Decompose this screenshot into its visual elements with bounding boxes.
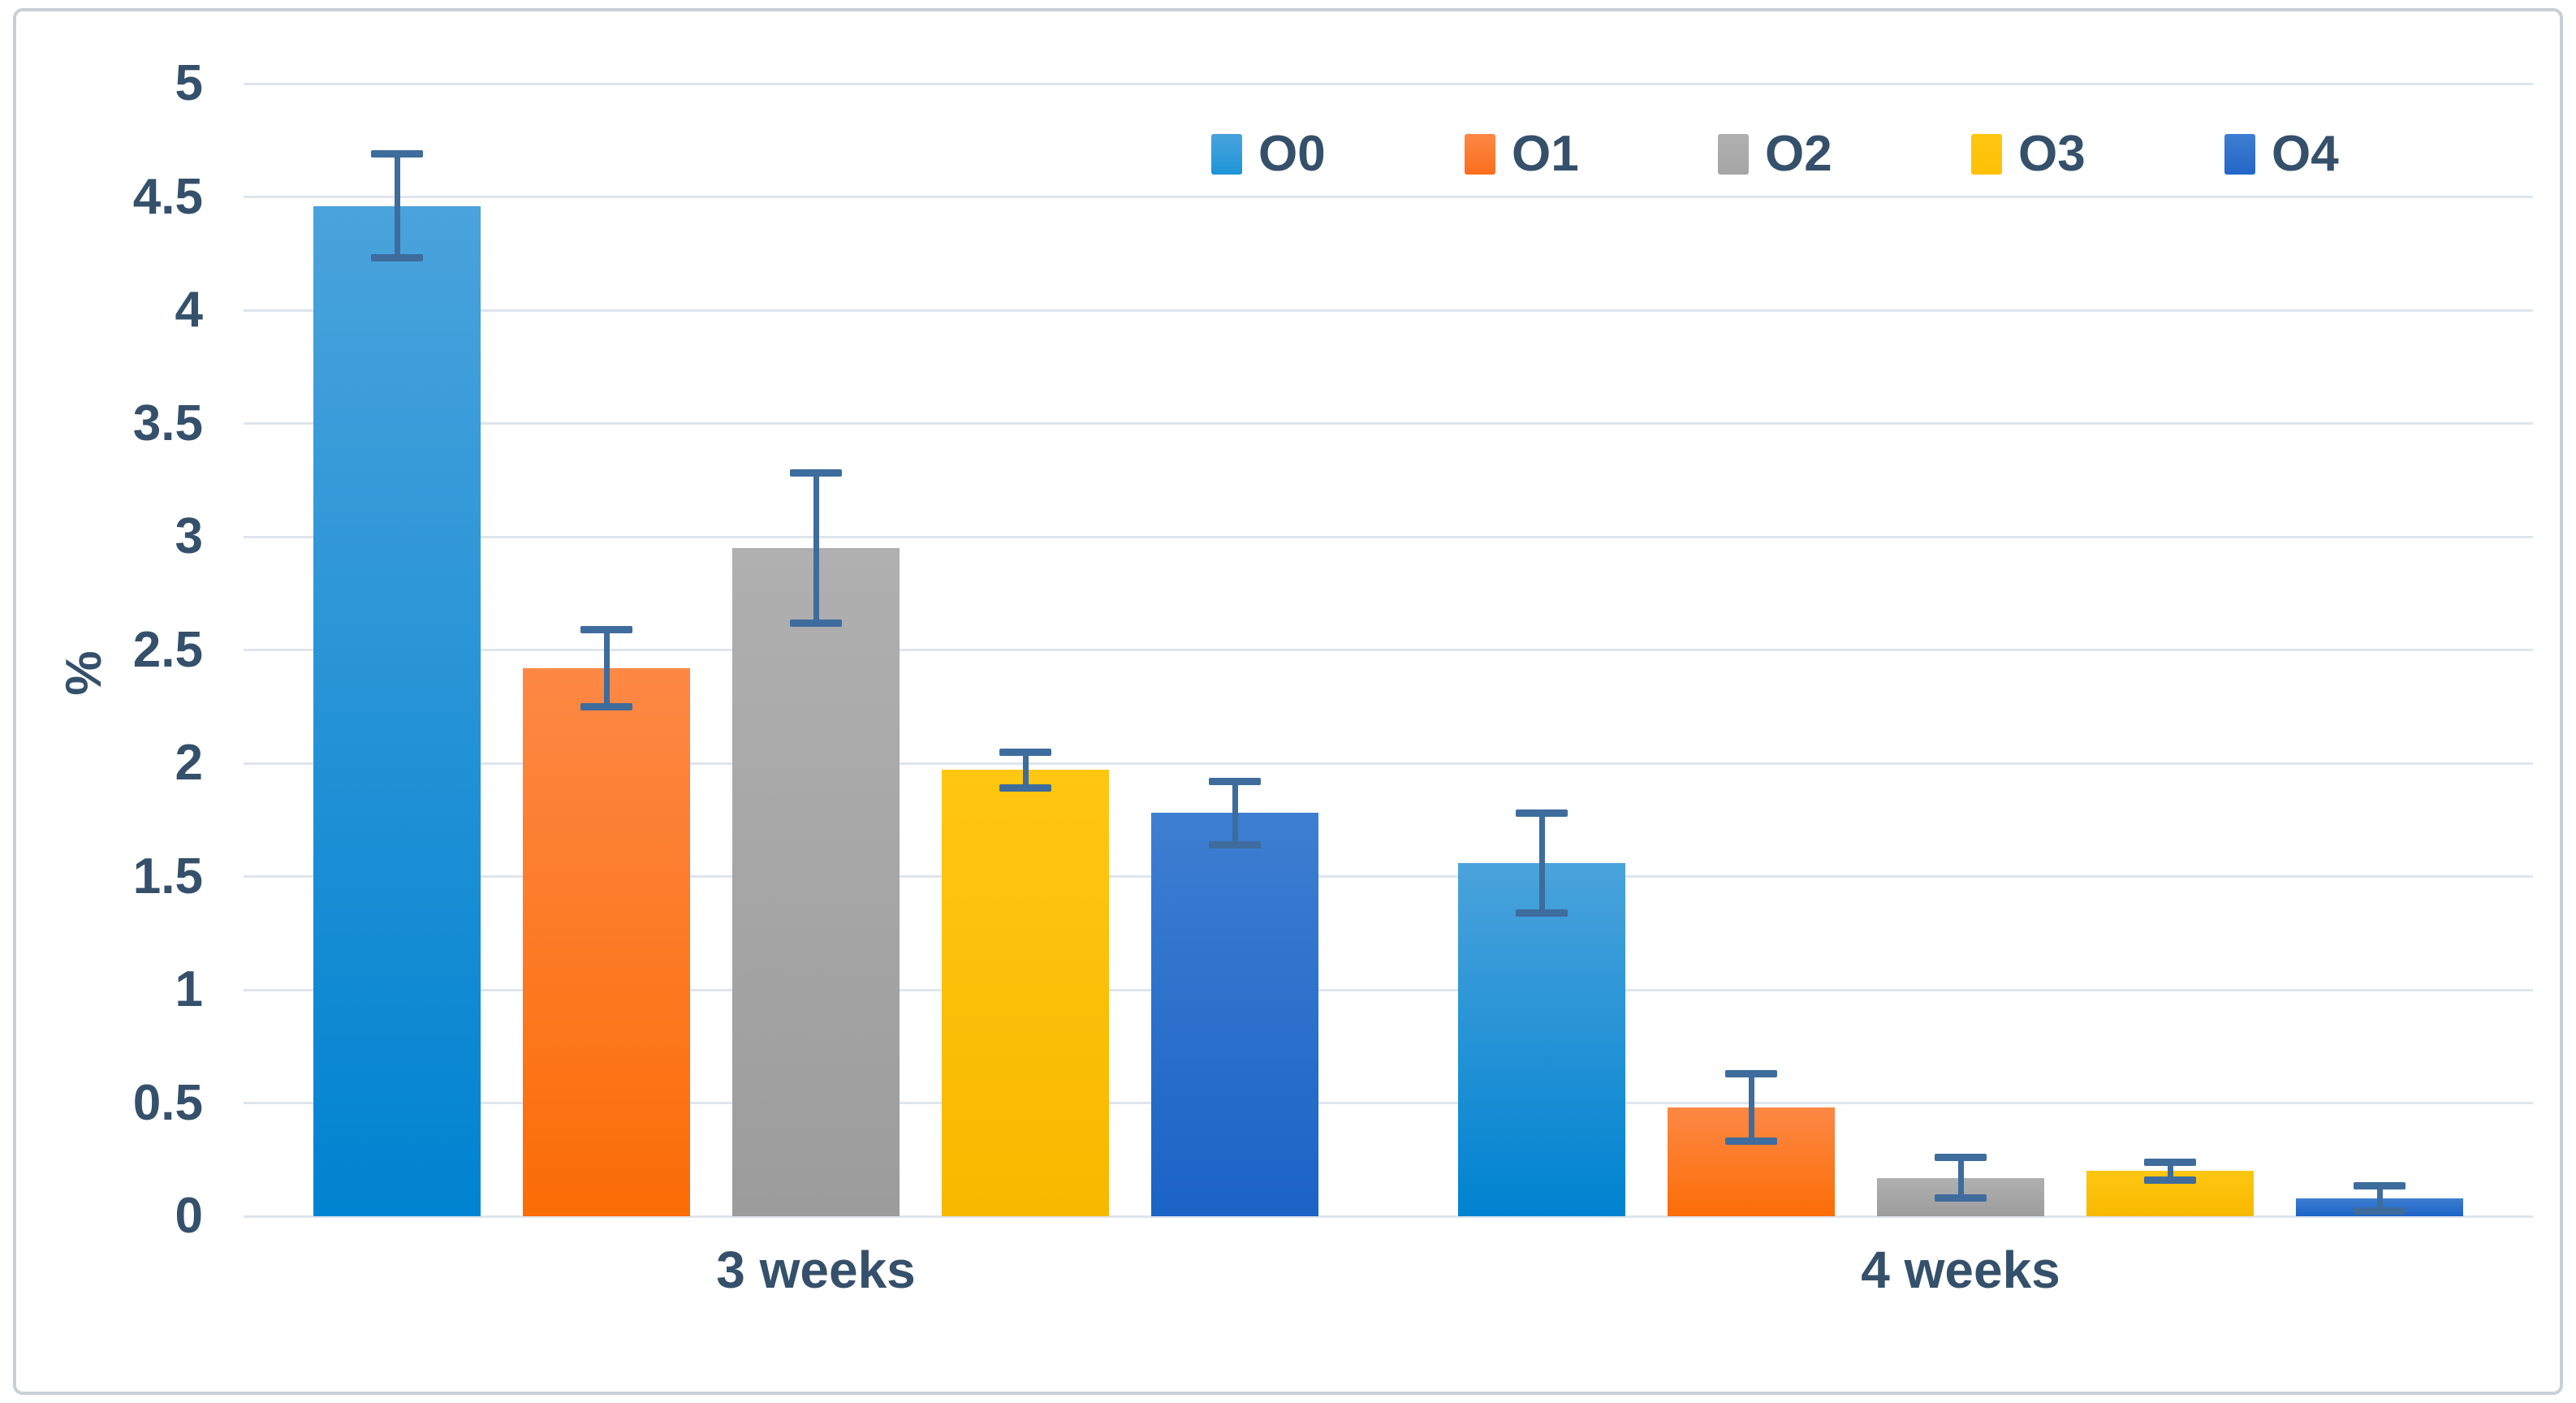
error-bar-line-O1-4-weeks xyxy=(1748,1073,1754,1142)
error-bar-cap-top-O2-3-weeks xyxy=(790,469,842,477)
legend-item-O3: O3 xyxy=(1971,129,2224,179)
error-bar-cap-bottom-O3-3-weeks xyxy=(999,784,1051,792)
y-tick-label-1.5: 1.5 xyxy=(132,848,203,904)
legend-swatch-icon-O2 xyxy=(1718,134,1749,175)
y-tick-label-5: 5 xyxy=(175,55,203,111)
error-bar-line-O2-3-weeks xyxy=(813,473,819,623)
y-tick-label-0.5: 0.5 xyxy=(132,1074,203,1131)
error-bar-line-O0-3-weeks xyxy=(394,153,400,258)
y-tick-label-2.5: 2.5 xyxy=(132,621,203,678)
error-bar-cap-top-O1-3-weeks xyxy=(580,625,632,633)
error-bar-cap-bottom-O2-4-weeks xyxy=(1935,1194,1987,1202)
error-bar-cap-top-O0-3-weeks xyxy=(371,149,423,158)
y-tick-label-2: 2 xyxy=(175,735,203,791)
y-tick-label-0: 0 xyxy=(175,1188,203,1244)
y-tick-label-4.5: 4.5 xyxy=(132,168,203,225)
error-bar-line-O4-4-weeks xyxy=(2376,1185,2383,1211)
error-bar-line-O3-3-weeks xyxy=(1022,752,1029,788)
error-bar-cap-top-O3-3-weeks xyxy=(999,748,1051,756)
bar-O0-4-weeks xyxy=(1458,862,1625,1216)
legend-label-O2: O2 xyxy=(1765,126,1832,182)
error-bar-cap-top-O2-4-weeks xyxy=(1935,1153,1987,1161)
legend-item-O0: O0 xyxy=(1211,129,1465,179)
error-bar-cap-top-O1-4-weeks xyxy=(1725,1069,1777,1077)
gridline-y-1 xyxy=(244,988,2533,991)
legend-swatch-icon-O1 xyxy=(1465,134,1495,175)
legend-label-O3: O3 xyxy=(2018,126,2086,182)
y-tick-label-3: 3 xyxy=(175,508,203,564)
legend-swatch-icon-O0 xyxy=(1211,134,1242,175)
legend: O0 O1 O2 O3 O4 xyxy=(1211,122,2478,187)
legend-item-O1: O1 xyxy=(1465,129,1718,179)
gridline-y-0.5 xyxy=(244,1102,2533,1104)
plot-area xyxy=(244,82,2533,1218)
error-bar-cap-bottom-O0-4-weeks xyxy=(1516,909,1568,917)
error-bar-cap-bottom-O3-4-weeks xyxy=(2144,1176,2196,1184)
bar-O1-3-weeks xyxy=(523,667,690,1216)
error-bar-cap-top-O0-4-weeks xyxy=(1516,809,1568,817)
legend-label-O1: O1 xyxy=(1512,126,1579,182)
error-bar-cap-bottom-O1-4-weeks xyxy=(1725,1138,1777,1146)
bar-O0-3-weeks xyxy=(313,205,481,1216)
gridline-y-2 xyxy=(244,762,2533,765)
error-bar-cap-bottom-O2-3-weeks xyxy=(790,619,842,627)
category-label-3-weeks: 3 weeks xyxy=(716,1241,916,1299)
gridline-y-4.5 xyxy=(244,196,2533,198)
bar-O2-3-weeks xyxy=(732,547,900,1216)
bar-O3-3-weeks xyxy=(942,770,1109,1216)
legend-item-O2: O2 xyxy=(1718,129,1971,179)
gridline-y-2.5 xyxy=(244,649,2533,651)
error-bar-cap-bottom-O1-3-weeks xyxy=(580,702,632,710)
legend-swatch-icon-O4 xyxy=(2224,134,2255,175)
error-bar-line-O0-4-weeks xyxy=(1538,813,1545,913)
gridline-y-4 xyxy=(244,309,2533,312)
legend-label-O4: O4 xyxy=(2272,126,2339,182)
legend-swatch-icon-O3 xyxy=(1971,134,2002,175)
gridline-y-5 xyxy=(244,82,2533,85)
gridline-y-3 xyxy=(244,535,2533,538)
error-bar-cap-top-O3-4-weeks xyxy=(2144,1158,2196,1166)
gridline-y-3.5 xyxy=(244,422,2533,425)
error-bar-cap-bottom-O0-3-weeks xyxy=(371,254,423,262)
error-bar-line-O1-3-weeks xyxy=(603,629,610,707)
category-label-4-weeks: 4 weeks xyxy=(1861,1241,2060,1299)
legend-label-O0: O0 xyxy=(1258,126,1326,182)
y-tick-label-3.5: 3.5 xyxy=(132,395,203,451)
legend-item-O4: O4 xyxy=(2224,129,2478,179)
error-bar-cap-top-O4-3-weeks xyxy=(1209,777,1261,785)
error-bar-cap-bottom-O4-3-weeks xyxy=(1209,840,1261,848)
gridline-y-0 xyxy=(244,1215,2533,1218)
error-bar-line-O4-3-weeks xyxy=(1232,781,1238,845)
bar-O4-3-weeks xyxy=(1151,813,1318,1216)
error-bar-cap-top-O4-4-weeks xyxy=(2354,1181,2406,1189)
y-tick-label-1: 1 xyxy=(175,961,203,1017)
error-bar-line-O3-4-weeks xyxy=(2167,1162,2173,1181)
y-tick-label-4: 4 xyxy=(175,282,203,338)
error-bar-cap-bottom-O4-4-weeks xyxy=(2354,1207,2406,1215)
gridline-y-1.5 xyxy=(244,875,2533,878)
error-bar-line-O2-4-weeks xyxy=(1957,1157,1964,1198)
